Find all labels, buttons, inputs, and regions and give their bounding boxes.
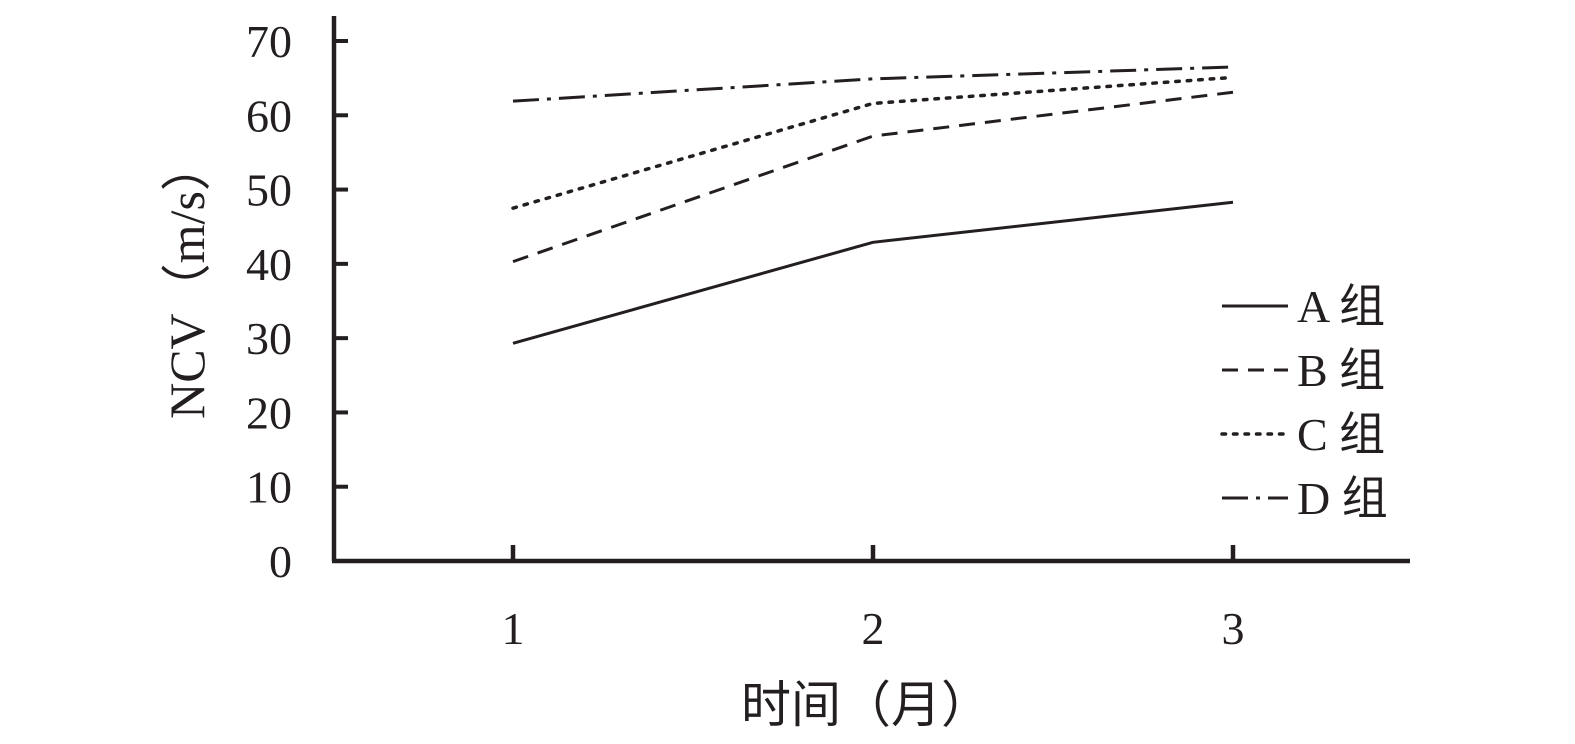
axes (331, 16, 1410, 564)
y-ticks: 0 10 20 30 40 50 60 70 (246, 16, 348, 587)
y-axis-title: NCV（m/s） (159, 141, 215, 419)
x-ticks: 1 2 3 (502, 545, 1245, 654)
y-tick-label: 30 (246, 313, 292, 364)
series-line-d (512, 65, 1234, 103)
y-tick-label: 70 (246, 16, 292, 67)
y-tick-label: 40 (246, 239, 292, 290)
y-tick-label: 60 (246, 90, 292, 141)
x-tick-label: 3 (1222, 603, 1245, 654)
legend: A 组 B 组 C 组 D 组 (1220, 281, 1388, 524)
y-tick-label: 10 (246, 462, 292, 513)
x-axis-title: 时间（月） (741, 677, 991, 733)
y-tick-label: 50 (246, 165, 292, 216)
legend-label-a: A 组 (1297, 281, 1385, 332)
x-tick-label: 1 (502, 603, 525, 654)
legend-label-c: C 组 (1297, 409, 1385, 460)
y-tick-label: 0 (269, 536, 292, 587)
series-line-c (511, 75, 1235, 210)
x-tick-label: 2 (862, 603, 885, 654)
y-tick-label: 20 (246, 387, 292, 438)
legend-label-b: B 组 (1297, 345, 1385, 396)
series-lines (511, 65, 1235, 345)
legend-label-d: D 组 (1297, 473, 1388, 524)
series-line-b (512, 90, 1234, 264)
series-line-a (512, 200, 1234, 345)
